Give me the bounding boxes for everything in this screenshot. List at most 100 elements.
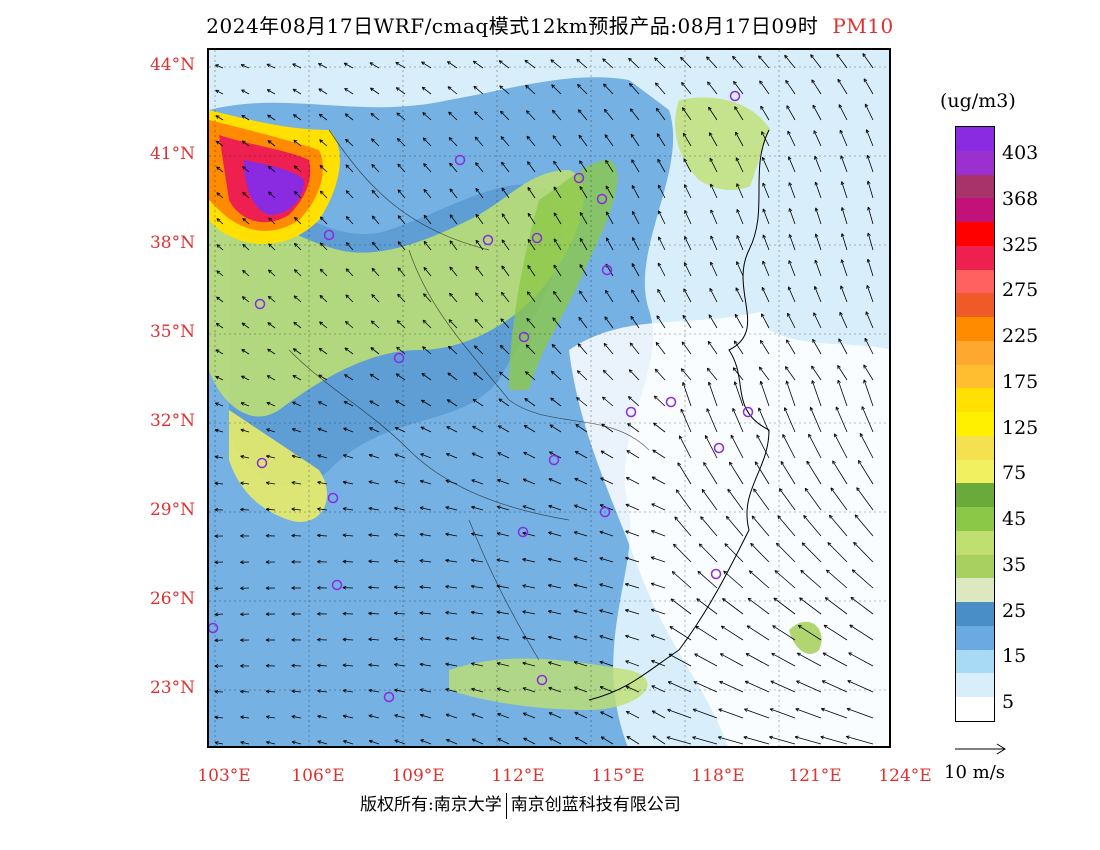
wind-vector-head	[497, 452, 501, 456]
wind-vector	[471, 663, 484, 667]
wind-vector	[784, 54, 796, 69]
wind-vector	[846, 708, 874, 719]
wind-vector-head	[625, 557, 629, 561]
wind-vector-head	[785, 79, 789, 83]
wind-vector	[675, 489, 692, 511]
wind-vector-head	[654, 57, 657, 62]
wind-vector	[523, 425, 536, 433]
wind-vector-head	[605, 289, 609, 293]
wind-vector-head	[215, 141, 219, 145]
wind-vector-head	[603, 342, 608, 346]
wind-vector-head	[265, 586, 270, 589]
wind-vector-head	[774, 570, 779, 572]
wind-vector-head	[471, 452, 475, 457]
wind-vector-head	[240, 507, 244, 510]
wind-vector-head	[500, 318, 503, 323]
city-marker	[393, 352, 405, 364]
wind-vector-head	[240, 402, 244, 406]
wind-vector-head	[265, 690, 270, 694]
wind-vector	[319, 321, 328, 329]
wind-vector-head	[573, 557, 578, 559]
wind-vector	[762, 234, 770, 251]
wind-vector-head	[265, 481, 270, 483]
wind-vector-head	[839, 129, 844, 133]
wind-vector-head	[292, 348, 296, 352]
wind-vector	[801, 542, 822, 563]
wind-vector-head	[773, 597, 776, 602]
wind-vector-head	[744, 708, 748, 712]
colorbar-segment	[956, 507, 994, 532]
wind-vector-head	[693, 681, 697, 685]
wind-vector-head	[548, 531, 552, 533]
wind-vector-head	[445, 714, 449, 718]
wind-vector-head	[625, 530, 629, 534]
wind-vector-head	[666, 736, 670, 740]
wind-vector-head	[522, 661, 527, 664]
city-marker	[323, 229, 335, 241]
wind-vector-head	[501, 213, 503, 218]
wind-vector	[625, 609, 640, 615]
wind-vector-head	[631, 185, 636, 188]
wind-vector	[445, 506, 458, 511]
wind-vector	[423, 189, 432, 199]
wind-vector-head	[548, 583, 552, 586]
wind-vector	[215, 323, 224, 329]
wind-vector-head	[422, 86, 426, 89]
wind-vector	[814, 286, 822, 303]
wind-vector	[656, 133, 666, 147]
wind-vector-head	[342, 559, 347, 562]
city-marker	[331, 579, 343, 591]
wind-vector-head	[318, 114, 322, 118]
wind-vector	[631, 263, 640, 277]
colorbar-segment	[956, 269, 994, 294]
wind-vector	[268, 191, 276, 199]
wind-vector-head	[655, 368, 659, 371]
wind-vector	[293, 139, 302, 147]
wind-vector	[577, 84, 588, 95]
wind-vector-head	[550, 370, 553, 375]
wind-vector	[525, 85, 536, 95]
wind-vector-head	[654, 57, 658, 60]
wind-vector-head	[777, 515, 782, 518]
wind-vector-head	[215, 115, 219, 119]
wind-vector-head	[371, 215, 374, 220]
wind-vector-head	[710, 235, 714, 239]
wind-vector-head	[667, 681, 671, 685]
wind-vector-head	[725, 516, 728, 520]
wind-vector	[497, 452, 510, 459]
wind-vector-head	[500, 136, 505, 139]
wind-vector-head	[474, 345, 478, 348]
wind-vector	[710, 209, 718, 225]
wind-vector-head	[548, 661, 552, 663]
wind-vector-head	[865, 311, 869, 315]
wind-vector-head	[838, 338, 842, 342]
wind-vector-head	[553, 186, 558, 190]
wind-vector	[342, 664, 354, 667]
wind-vector-head	[811, 79, 816, 82]
wind-vector-head	[744, 681, 748, 685]
wind-vector-head	[866, 285, 870, 289]
wind-vector-head	[293, 165, 296, 170]
wind-vector-head	[420, 713, 424, 716]
wind-vector	[832, 460, 848, 485]
wind-vector-head	[397, 293, 401, 296]
wind-vector-head	[294, 216, 298, 219]
wind-vector-head	[769, 708, 773, 712]
wind-vector	[753, 488, 770, 511]
wind-vector-head	[625, 686, 629, 690]
wind-vector	[579, 264, 588, 277]
city-marker	[518, 331, 530, 343]
wind-vector-head	[422, 137, 425, 142]
wind-vector-head	[547, 558, 552, 562]
wind-vector-head	[822, 652, 826, 657]
wind-vector	[522, 636, 536, 641]
wind-vector-head	[599, 661, 603, 665]
wind-vector-head	[709, 157, 714, 161]
wind-vector-head	[240, 429, 244, 433]
wind-vector-head	[215, 349, 219, 354]
wind-vector-head	[317, 428, 321, 432]
wind-vector	[573, 531, 588, 537]
wind-vector-head	[419, 480, 424, 484]
wind-vector-head	[599, 610, 603, 613]
wind-vector-head	[550, 397, 555, 400]
